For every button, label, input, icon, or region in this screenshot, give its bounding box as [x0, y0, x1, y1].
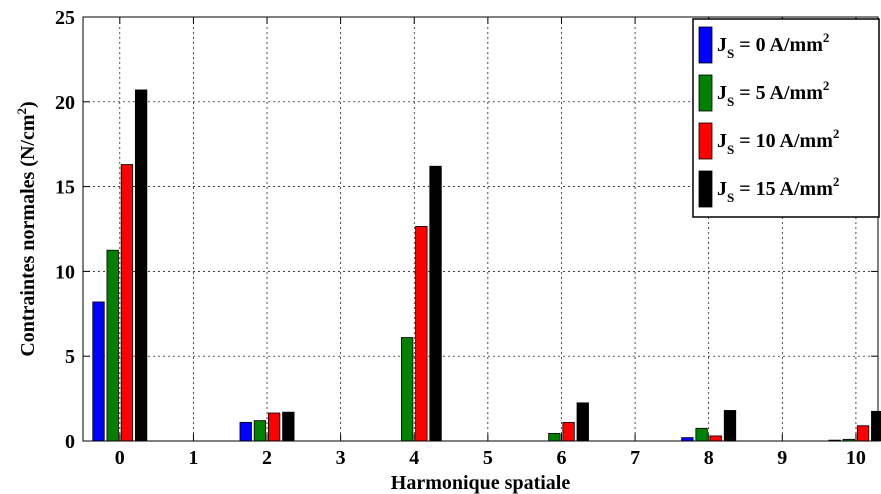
bar	[723, 410, 737, 442]
bar	[576, 402, 589, 442]
x-tick-label: 0	[115, 447, 125, 469]
x-tick-label: 9	[777, 447, 787, 469]
x-tick-label: 8	[704, 447, 714, 469]
x-tick-label: 3	[336, 447, 346, 469]
x-tick-labels: 0 1 2 3 4 5 6 7 8 9 10	[115, 447, 866, 469]
legend-label: JS = 10 A/mm2	[717, 126, 839, 157]
bar	[856, 425, 870, 442]
legend-label: JS = 0 A/mm2	[717, 30, 829, 61]
x-tick-label: 5	[483, 447, 493, 469]
bar	[253, 420, 267, 442]
y-tick-label: 20	[55, 92, 75, 114]
x-axis-title: Harmonique spatiale	[391, 472, 571, 494]
bar	[267, 412, 281, 442]
x-tick-label: 7	[630, 447, 640, 469]
bar	[695, 427, 708, 442]
bar	[134, 89, 148, 442]
legend: JS = 0 A/mm2 JS = 5 A/mm2 JS = 10 A/mm2 JS …	[692, 18, 880, 218]
bar	[871, 410, 881, 442]
y-tick-label: 0	[65, 431, 75, 453]
y-tick-label: 5	[65, 346, 75, 368]
bar	[400, 337, 414, 442]
legend-swatch	[698, 26, 713, 64]
x-tick-label: 6	[556, 447, 566, 469]
x-tick-label: 4	[409, 447, 419, 469]
legend-swatch	[698, 170, 713, 208]
x-tick-label: 10	[846, 447, 866, 469]
y-tick-labels: 0 5 10 15 20 25	[55, 7, 75, 453]
plot-frame	[82, 16, 879, 442]
x-tick-label: 1	[188, 447, 198, 469]
x-tick-label: 2	[262, 447, 272, 469]
bar	[106, 249, 119, 442]
bar	[92, 301, 105, 442]
bar	[415, 226, 428, 442]
bar	[548, 432, 561, 442]
bar	[429, 165, 442, 442]
legend-swatch	[698, 74, 713, 112]
bar	[681, 437, 694, 442]
bar	[282, 411, 295, 442]
y-axis-title-main: Contraintes normales (N/cm	[17, 114, 39, 357]
y-axis-title: Contraintes normales (N/cm2)	[14, 101, 39, 356]
y-tick-label: 10	[55, 261, 75, 283]
bar	[562, 421, 575, 442]
legend-box	[692, 18, 880, 218]
legend-label: JS = 5 A/mm2	[717, 78, 829, 109]
y-tick-label: 15	[55, 177, 75, 199]
bar	[120, 164, 134, 442]
legend-swatch	[698, 122, 713, 160]
bar	[709, 435, 722, 442]
y-axis-title-sup: 2	[14, 108, 29, 115]
y-tick-label: 25	[55, 7, 75, 29]
legend-label: JS = 15 A/mm2	[717, 174, 839, 205]
y-axis-title-tail: )	[17, 101, 39, 108]
bar	[239, 421, 252, 442]
